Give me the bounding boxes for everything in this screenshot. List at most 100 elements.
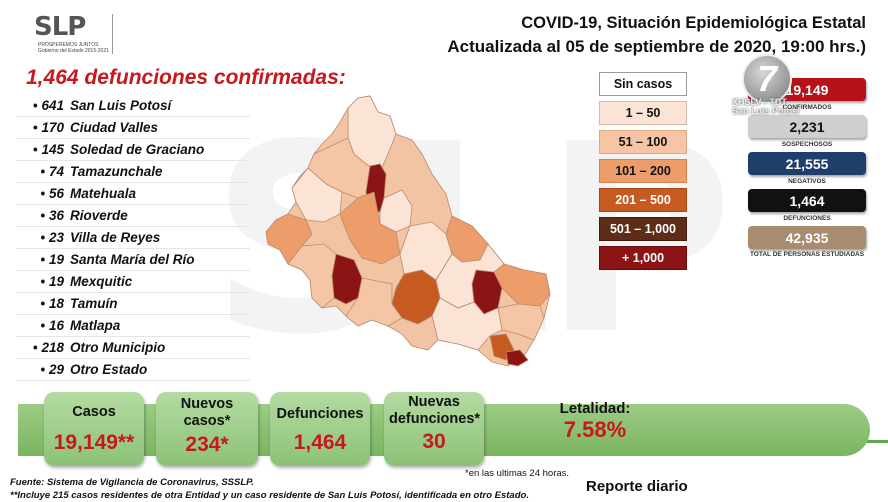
stat-value: 42,935 [748, 226, 866, 249]
legend-item: 501 – 1,000 [599, 217, 687, 241]
municipality-count: 74 [16, 164, 70, 179]
logo-divider [112, 14, 113, 54]
map-region-center-north [379, 189, 413, 233]
municipality-count: 56 [16, 186, 70, 201]
source-line1: Fuente: Sistema de Vigilancia de Coronav… [10, 477, 254, 488]
logo-subtitle-line2: Gobierno del Estado 2015-2021 [38, 48, 109, 54]
summary-value-deaths: 1,464 [293, 431, 347, 454]
municipality-name: Rioverde [70, 208, 128, 223]
municipality-count: 145 [16, 142, 70, 157]
summary-value-new-cases: 234* [185, 433, 229, 456]
stat-value: 1,464 [748, 189, 866, 212]
stat-label: CONFIRMADOS [782, 104, 832, 111]
stat-value: 2,231 [748, 115, 866, 138]
summary-banner: Casos 19,149** Nuevos casos* 234* Defunc… [0, 392, 888, 466]
summary-card-new-cases: Nuevos casos* 234* [156, 392, 258, 466]
municipality-name: Ciudad Valles [70, 120, 159, 135]
municipality-name: San Luis Potosí [70, 98, 172, 113]
map-legend: Sin casos 1 – 50 51 – 100 101 – 200 201 – 50… [599, 72, 687, 275]
stat-label: TOTAL DE PERSONAS ESTUDIADAS [749, 251, 865, 258]
municipality-name: Tamazunchale [70, 164, 163, 179]
summary-value-new-deaths: 30 [422, 430, 446, 453]
summary-label-new-cases: Nuevos casos* [180, 396, 234, 429]
page-title-line1: COVID-19, Situación Epidemiológica Estat… [521, 14, 866, 32]
stat-value: 21,555 [748, 152, 866, 175]
summary-label-cases: Casos [72, 404, 116, 420]
municipality-count: 29 [16, 362, 70, 377]
stat-label: NEGATIVOS [788, 178, 826, 185]
logo-subtitle: PROSPEREMOS JUNTOS Gobierno del Estado 2… [38, 42, 109, 54]
municipality-name: Santa María del Río [70, 252, 195, 267]
summary-label-lethality: Letalidad: [559, 400, 631, 417]
stat-label: SOSPECHOSOS [781, 141, 833, 148]
legend-item: Sin casos [599, 72, 687, 96]
source-note: Fuente: Sistema de Vigilancia de Coronav… [10, 476, 529, 502]
summary-lethality: Letalidad: 7.58% [490, 400, 700, 443]
state-map [265, 95, 551, 367]
channel-text: XHSLV - TDT San Luis Potosí [732, 98, 800, 116]
deaths-heading: 1,464 defunciones confirmadas: [26, 66, 346, 89]
summary-card-deaths: Defunciones 1,464 [270, 392, 370, 466]
summary-value-lethality: 7.58% [563, 417, 627, 442]
legend-item: 1 – 50 [599, 101, 687, 125]
logo: SLP PROSPEREMOS JUNTOS Gobierno del Esta… [28, 12, 120, 58]
legend-item: + 1,000 [599, 246, 687, 270]
legend-item: 201 – 500 [599, 188, 687, 212]
municipality-name: Soledad de Graciano [70, 142, 205, 157]
channel-logo: 7 [742, 54, 792, 104]
legend-item: 101 – 200 [599, 159, 687, 183]
map-region-north [347, 95, 397, 173]
legend-item: 51 – 100 [599, 130, 687, 154]
map-region-tamazunchale-south [505, 349, 529, 367]
summary-value-cases: 19,149** [53, 431, 135, 454]
municipality-count: 641 [16, 98, 70, 113]
page-title-line2: Actualizada al 05 de septiembre de 2020,… [447, 37, 866, 56]
municipality-name: Otro Estado [70, 362, 148, 377]
logo-subtitle-line1: PROSPEREMOS JUNTOS [38, 42, 99, 48]
channel-line1: XHSLV - TDT [732, 97, 787, 107]
municipality-count: 19 [16, 274, 70, 289]
channel-line2: San Luis Potosí [732, 106, 800, 116]
municipality-count: 16 [16, 318, 70, 333]
map-region-center [339, 191, 401, 265]
report-label: Reporte diario [586, 478, 688, 495]
municipality-name: Tamuín [70, 296, 118, 311]
summary-label-deaths: Defunciones [276, 406, 364, 422]
municipality-name: Mexquitic [70, 274, 133, 289]
source-line2: **Incluye 215 casos residentes de otra E… [10, 490, 529, 501]
municipality-count: 170 [16, 120, 70, 135]
municipality-count: 218 [16, 340, 70, 355]
page-title: COVID-19, Situación Epidemiológica Estat… [447, 12, 866, 58]
stat-label: DEFUNCIONES [783, 215, 831, 222]
summary-card-cases: Casos 19,149** [44, 392, 144, 466]
summary-card-new-deaths: Nuevas defunciones* 30 [384, 392, 484, 466]
map-region-huasteca [497, 303, 545, 341]
municipality-count: 23 [16, 230, 70, 245]
logo-mark: SLP [34, 12, 86, 42]
map-region-south-west [287, 243, 337, 309]
municipality-name: Matehuala [70, 186, 137, 201]
footnote-24h: *en las ultimas 24 horas. [465, 468, 570, 479]
municipality-count: 19 [16, 252, 70, 267]
municipality-count: 36 [16, 208, 70, 223]
municipality-name: Matlapa [70, 318, 121, 333]
municipality-name: Otro Municipio [70, 340, 166, 355]
map-region-south [345, 277, 403, 327]
map-region-sierra [431, 297, 503, 351]
municipality-name: Villa de Reyes [70, 230, 161, 245]
summary-label-new-deaths: Nuevas defunciones* [389, 394, 481, 427]
